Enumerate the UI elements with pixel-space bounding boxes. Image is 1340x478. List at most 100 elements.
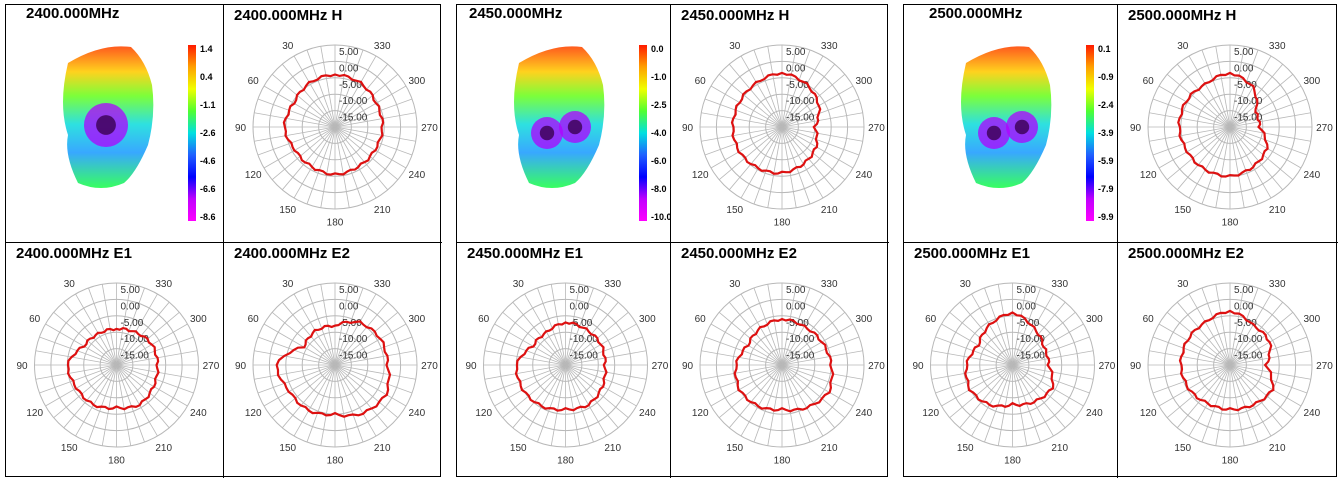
- angle-label: 180: [774, 455, 791, 466]
- grid-spoke: [334, 126, 377, 199]
- e1-plot-cell: 2450.000MHz E1 5.00 0.00 -5.00 -10.00 -15.00…: [457, 243, 671, 478]
- color-bar-tick: -2.6: [200, 128, 216, 138]
- grid-spoke: [63, 301, 117, 366]
- radial-tick-label: 5.00: [1017, 285, 1037, 296]
- radial-tick-label: -15.00: [786, 351, 815, 362]
- angle-label: 90: [912, 361, 924, 372]
- grid-spoke: [781, 73, 846, 128]
- pattern-trace: [66, 326, 160, 411]
- angle-label: 270: [1099, 361, 1116, 372]
- radial-tick-label: -15.00: [1017, 351, 1046, 362]
- radial-tick-label: -15.00: [1234, 351, 1263, 362]
- angle-label: 330: [821, 279, 838, 290]
- grid-spoke: [710, 364, 783, 407]
- radial-tick-label: -5.00: [570, 318, 593, 329]
- grid-spoke: [728, 364, 783, 429]
- grid-spoke: [271, 364, 336, 419]
- angle-label: 300: [1086, 314, 1103, 325]
- grid-spoke: [334, 364, 350, 446]
- angle-label: 60: [925, 314, 937, 325]
- radial-tick-label: -15.00: [786, 113, 815, 124]
- grid-spoke: [781, 126, 824, 199]
- sar-hotspot-core: [567, 119, 583, 135]
- grid-spoke: [1229, 112, 1311, 128]
- grid-spoke: [935, 364, 1013, 394]
- grid-spoke: [334, 336, 413, 366]
- grid-spoke: [753, 49, 783, 128]
- angle-label: 210: [1269, 443, 1286, 454]
- grid-spoke: [116, 364, 145, 443]
- polar-grid: [252, 282, 418, 448]
- angle-label: 180: [1222, 217, 1239, 228]
- head-plot: 1.4 0.4 -1.1 -2.6 -4.6 -6.6 -8.6: [63, 44, 216, 222]
- grid-spoke: [537, 364, 566, 443]
- polar-plot-h: 5.00 0.00 -5.00 -10.00 -15.00 30 330 60 300 90 270…: [1130, 41, 1333, 228]
- grid-spoke: [1158, 364, 1231, 407]
- grid-spoke: [1229, 126, 1272, 199]
- head-plot: 0.1 -0.9 -2.4 -3.9 -5.9 -7.9 -9.9: [961, 44, 1114, 222]
- grid-spoke: [767, 284, 783, 366]
- grid-spoke: [959, 364, 1013, 429]
- grid-spoke: [263, 85, 336, 128]
- grid-spoke: [701, 112, 783, 128]
- pattern-trace: [514, 321, 608, 412]
- grid-spoke: [997, 364, 1013, 446]
- grid-spoke: [1229, 364, 1308, 394]
- color-bar-tick: 0.4: [200, 72, 213, 82]
- angle-label: 270: [868, 123, 885, 134]
- angle-label: 270: [421, 123, 438, 134]
- grid-spoke: [1176, 126, 1231, 191]
- e2-plot-cell: 2500.000MHz E2 5.00 0.00 -5.00 -10.00 -15.00…: [1118, 243, 1338, 478]
- grid-spoke: [781, 364, 824, 437]
- grid-spoke: [1012, 364, 1066, 429]
- grid-spoke: [1012, 323, 1084, 366]
- grid-spoke: [781, 85, 854, 128]
- color-bar-tick: -2.5: [651, 100, 667, 110]
- grid-spoke: [271, 126, 336, 181]
- grid-spoke: [971, 293, 1013, 366]
- angle-label: 330: [821, 41, 838, 52]
- grid-spoke: [1149, 112, 1231, 128]
- grid-spoke: [1012, 336, 1090, 366]
- grid-spoke: [1229, 323, 1302, 366]
- polar-grid: [483, 282, 648, 448]
- grid-spoke: [718, 73, 783, 128]
- angle-label: 30: [960, 279, 972, 290]
- grid-spoke: [1229, 284, 1245, 366]
- angle-label: 120: [475, 408, 492, 419]
- grid-spoke: [306, 364, 336, 443]
- grid-spoke: [1149, 364, 1231, 380]
- grid-spoke: [1176, 63, 1231, 128]
- grid-spoke: [718, 126, 783, 181]
- grid-spoke: [781, 364, 846, 419]
- angle-label: 180: [1222, 455, 1239, 466]
- grid-spoke: [334, 364, 416, 380]
- grid-spoke: [781, 350, 863, 366]
- color-bar-tick: -6.6: [200, 184, 216, 194]
- angle-label: 30: [1177, 41, 1189, 52]
- grid-spoke: [1229, 287, 1259, 366]
- angle-label: 90: [1130, 123, 1142, 134]
- grid-spoke: [1229, 364, 1302, 407]
- angle-label: 180: [327, 455, 344, 466]
- radial-tick-label: -10.00: [339, 334, 368, 345]
- grid-spoke: [984, 287, 1013, 366]
- angle-label: 330: [1269, 279, 1286, 290]
- grid-spoke: [565, 364, 581, 446]
- color-bar-tick: -3.9: [1098, 128, 1114, 138]
- color-bar-tick: -7.9: [1098, 184, 1114, 194]
- grid-spoke: [710, 85, 783, 128]
- grid-spoke: [75, 293, 117, 366]
- angle-label: 210: [1269, 205, 1286, 216]
- grid-spoke: [1229, 364, 1294, 419]
- grid-spoke: [718, 364, 783, 419]
- angle-label: 300: [639, 314, 656, 325]
- radial-tick-label: 5.00: [786, 285, 806, 296]
- polar-plot-h: 5.00 0.00 -5.00 -10.00 -15.00 30 330 60 300 90 270…: [682, 41, 885, 228]
- angle-label: 270: [421, 361, 438, 372]
- grid-spoke: [1188, 55, 1231, 128]
- grid-spoke: [781, 364, 860, 394]
- grid-spoke: [701, 364, 783, 380]
- grid-spoke: [767, 126, 783, 208]
